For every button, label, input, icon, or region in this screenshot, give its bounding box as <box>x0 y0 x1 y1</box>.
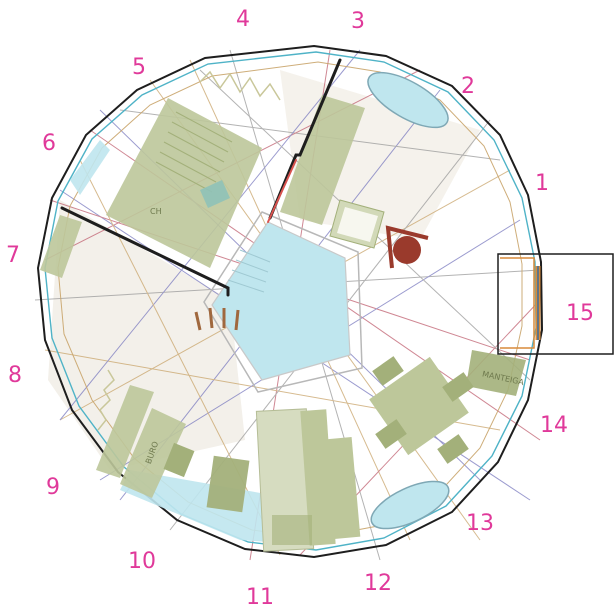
sink-block <box>272 515 312 545</box>
desk-buro <box>120 408 186 498</box>
zigzag-top <box>199 70 281 101</box>
bed-ch <box>106 98 262 268</box>
segment-label: 10 <box>128 549 156 574</box>
wood-logs <box>194 307 240 331</box>
kitchen-counter-3 <box>325 437 361 539</box>
segment-label: 7 <box>6 243 20 268</box>
zigzag-left <box>97 369 115 431</box>
bed-stripes <box>155 111 233 193</box>
dining-chair <box>442 372 474 402</box>
entrance-frame <box>500 257 535 349</box>
dining-chair <box>372 356 404 386</box>
chair-buro <box>163 442 195 478</box>
dining-chair <box>437 434 469 464</box>
segment-label: 5 <box>132 55 146 80</box>
dome-outer-ring <box>36 44 544 559</box>
segment-label: 14 <box>540 413 568 438</box>
segment-labels: 1 2 3 4 5 6 7 8 9 10 11 12 13 14 15 <box>6 7 594 608</box>
water-basin-top <box>367 71 449 129</box>
room-label-ch: CH <box>150 207 162 216</box>
dining-set <box>369 356 474 464</box>
entrance-box <box>497 253 614 355</box>
interior-walls <box>60 58 342 297</box>
segment-label: 3 <box>351 9 365 34</box>
water-channel-left <box>70 140 110 195</box>
central-hexagon-outline <box>203 211 363 393</box>
segment-label: 6 <box>42 131 56 156</box>
segment-label: 2 <box>461 74 475 99</box>
cabinet-left <box>40 215 82 278</box>
entrance <box>497 253 614 355</box>
segment-label: 9 <box>46 475 60 500</box>
dome-blue-ring <box>44 51 537 551</box>
dining-chair <box>375 419 407 449</box>
pool-steps <box>227 249 271 293</box>
room-ch: CH <box>106 98 262 268</box>
segment-label: 4 <box>236 7 250 32</box>
armchair <box>206 455 250 513</box>
stove <box>393 236 421 264</box>
segment-label: 11 <box>246 585 274 608</box>
water-basin-bottom <box>370 480 450 530</box>
cabinet-top <box>280 95 365 225</box>
stove-hood <box>385 225 429 269</box>
segment-label: 8 <box>8 363 22 388</box>
central-pool <box>211 221 351 381</box>
segment-label: 13 <box>466 511 494 536</box>
bathtub-inner <box>337 207 378 242</box>
wall-ch <box>60 206 230 297</box>
shelf-left <box>96 385 154 478</box>
segment-label: 15 <box>566 301 594 326</box>
pillow-ch <box>200 180 230 208</box>
bench-mantleiga <box>466 350 526 396</box>
segment-label: 1 <box>535 171 549 196</box>
segment-label: 12 <box>364 571 392 596</box>
wall-accent-red <box>267 159 297 223</box>
